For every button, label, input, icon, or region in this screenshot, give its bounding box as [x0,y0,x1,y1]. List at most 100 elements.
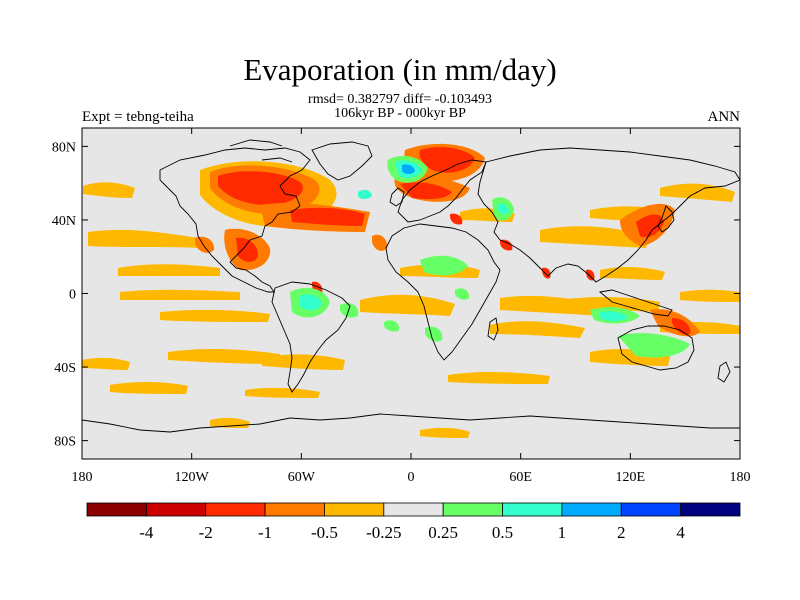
colorbar-label: -1 [258,523,272,542]
x-tick-label: 60E [509,470,532,485]
x-tick-label: 120W [175,470,210,485]
coastline-canadian-arctic [229,139,293,163]
anomaly-patch [600,266,665,280]
x-tick-label: 120E [616,470,646,485]
anomaly-patch [195,236,215,253]
x-tick-label: 180 [730,470,751,485]
anomaly-patch [110,382,188,394]
anomaly-patch [450,213,463,225]
anomaly-patch [419,147,475,173]
coastline-indonesia [598,289,673,317]
coastline-madagascar [487,317,499,341]
colorbar-label: 0.5 [492,523,513,542]
colorbar-label: -4 [139,523,154,542]
anomaly-patch [498,203,509,215]
colorbar: -4 -2 -1 -0.5 -0.25 0.25 0.5 1 2 4 [86,502,741,542]
anomaly-patch [290,207,365,226]
colorbar-label: 1 [558,523,567,542]
anomaly-patch [88,229,200,248]
colorbar-label: -0.5 [311,523,338,542]
colorbar-swatch [442,502,503,517]
anomaly-patch [420,255,468,276]
coastline-australia [617,325,695,371]
anomaly-patch [245,387,320,398]
colorbar-swatch [86,502,147,517]
anomaly-patch [448,372,550,384]
coastlines [82,139,740,433]
stats-text: rmsd= 0.382797 diff= -0.103493 106kyr BP… [0,93,800,121]
coastline-africa [385,223,501,361]
y-tick-label: 40S [54,361,76,376]
colorbar-label: -0.25 [366,523,401,542]
colorbar-swatch [620,502,682,517]
x-tick-label: 180 [72,470,93,485]
anomaly-patch [168,348,280,364]
coastline-south-america [271,281,351,393]
y-tick-label: 0 [69,288,76,303]
coastline-asia [477,147,740,283]
x-tick-label: 60W [288,470,316,485]
y-tick-label: 40N [52,214,76,229]
anomaly-patch [83,182,135,198]
coastline-europe [397,159,487,223]
colorbar-label: -2 [199,523,213,542]
anomaly-patch [358,189,372,199]
anomaly-patch [540,226,650,248]
map-title: Evaporation (in mm/day) [243,52,557,87]
season-label: ANN [707,109,741,125]
y-tick-label: 80N [52,140,76,155]
anomaly-patch [160,309,270,322]
colorbar-label: 2 [617,523,626,542]
coastline-uk [389,187,405,207]
anomaly-patch [118,264,220,276]
colorbar-swatch [561,502,622,517]
colorbar-swatch [383,502,444,517]
anomaly-patch [360,294,455,316]
colorbar-swatch [205,502,266,517]
anomaly-patch [600,311,628,321]
experiment-label: Expt = tebng-teiha [82,109,194,125]
anomaly-patch [340,303,359,318]
anomaly-patch [636,214,664,238]
colorbar-swatch [502,502,563,517]
anomaly-patch [300,294,322,311]
anomaly-patch [618,333,690,358]
anomaly-patch [420,427,470,438]
anomaly-patch [384,320,400,332]
anomaly-patch [218,171,303,206]
stats-line-2: 106kyr BP - 000kyr BP [334,106,466,121]
anomaly-patch [400,182,452,200]
coastline-north-america [159,147,311,293]
anomaly-patch [425,326,443,342]
coastline-antarctica [82,413,740,433]
coastline-greenland [311,141,373,181]
y-axis: 80N 40N 0 40S 80S [52,140,740,450]
anomaly-patch [402,164,415,174]
y-tick-label: 80S [54,435,76,450]
colorbar-label: 4 [676,523,685,542]
anomaly-patch [490,321,585,338]
colorbar-swatch [145,502,207,517]
anomaly-patch [660,183,735,202]
anomaly-patch [82,357,130,370]
stats-line-1: rmsd= 0.382797 diff= -0.103493 [308,92,492,107]
colorbar-swatch [324,502,385,517]
anomaly-patch [455,288,470,300]
anomaly-patch [120,289,240,300]
x-axis: 180 120W 60W 0 60E 120E 180 [72,128,751,485]
anomaly-fields [82,143,740,438]
x-tick-label: 0 [408,470,415,485]
anomaly-patch [236,237,258,262]
coastline-japan [657,205,675,233]
anomaly-patch [262,354,345,370]
anomaly-patch [672,318,691,335]
colorbar-swatch [264,502,325,517]
anomaly-patch [372,234,388,251]
colorbar-label: 0.25 [428,523,458,542]
map-area: 180 120W 60W 0 60E 120E 180 80N 40N 0 40S 80S [52,127,751,485]
anomaly-patch [500,239,513,251]
coastline-new-zealand [717,361,731,383]
anomaly-patch [680,289,740,302]
colorbar-swatch [680,502,741,517]
